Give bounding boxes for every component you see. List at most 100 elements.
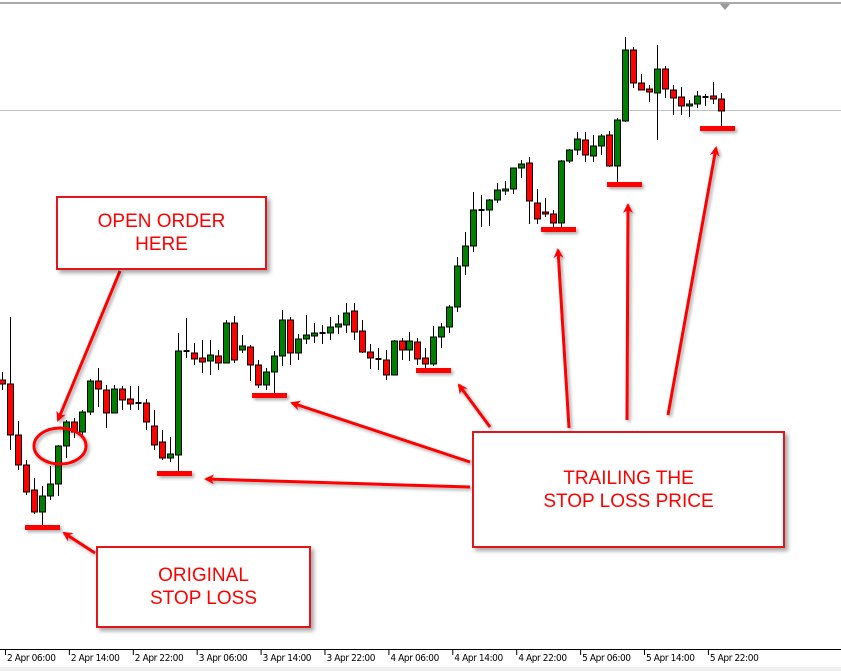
candle: [79, 410, 86, 438]
candle-body: [295, 338, 302, 354]
candle-body: [406, 340, 413, 351]
candle-body: [678, 96, 685, 107]
candle: [630, 47, 637, 88]
stop-loss-marker: [541, 227, 576, 232]
candle: [343, 303, 350, 333]
candle: [351, 303, 358, 340]
candle-body: [63, 421, 70, 447]
candle-body: [7, 383, 14, 436]
arrow-trail-3: [457, 383, 492, 428]
candle: [359, 320, 366, 353]
candle-body: [175, 350, 182, 456]
open-order-circle: [32, 426, 88, 466]
candle: [39, 486, 46, 525]
candle: [135, 386, 142, 410]
candle-body: [47, 483, 54, 497]
candle-body: [654, 68, 661, 94]
candle-body: [550, 213, 557, 224]
candle: [702, 94, 709, 106]
candle: [566, 149, 573, 163]
candle-body: [646, 88, 653, 93]
candle-body: [23, 464, 30, 493]
candle-body: [343, 312, 350, 326]
candle-body: [694, 95, 701, 105]
x-tick-label: 5 Apr 14:00: [646, 653, 695, 664]
candle: [0, 372, 6, 390]
candle-body: [383, 359, 390, 376]
open-order-line-2: HERE: [135, 234, 188, 255]
candle-body: [582, 139, 589, 156]
candle-body: [590, 145, 597, 157]
candle-body: [391, 340, 398, 376]
candle-body: [119, 388, 126, 401]
candle: [614, 118, 621, 183]
candle-body: [223, 322, 230, 364]
candle-body: [215, 355, 222, 364]
candle: [303, 315, 310, 344]
candle-body: [414, 341, 421, 360]
candle-body: [598, 135, 605, 147]
candle-body: [606, 134, 613, 167]
original-stop-callout: ORIGINAL STOP LOSS: [96, 546, 311, 628]
candle: [686, 100, 693, 117]
candle: [335, 315, 342, 334]
candle: [295, 334, 302, 360]
candle-body: [510, 167, 517, 190]
candle: [422, 348, 429, 368]
arrow-open-order: [56, 270, 122, 422]
candle: [31, 478, 38, 514]
candle: [95, 368, 102, 407]
candle: [103, 385, 110, 428]
candle: [391, 340, 398, 376]
candle: [367, 344, 374, 369]
candle: [494, 183, 501, 203]
candle-body: [534, 202, 541, 220]
candle: [239, 335, 246, 353]
candle: [175, 333, 182, 471]
candle: [167, 437, 174, 462]
candle: [582, 132, 589, 162]
candle: [399, 338, 406, 360]
candle: [271, 351, 278, 393]
stop-loss-marker: [700, 126, 735, 131]
candle: [159, 430, 166, 460]
annotation-arrows: [56, 146, 720, 555]
candle: [63, 420, 70, 458]
candle-body: [247, 346, 254, 366]
candle: [590, 135, 597, 162]
candle: [191, 343, 198, 365]
candle-body: [526, 162, 533, 202]
candle-body: [359, 330, 366, 353]
candle-body: [454, 265, 461, 308]
candle-body: [574, 138, 581, 151]
candle: [287, 317, 294, 365]
candle-body: [422, 357, 429, 365]
candle-body: [151, 425, 158, 446]
candle-body: [518, 163, 525, 169]
candle-body: [630, 49, 637, 84]
stop-loss-marker: [416, 368, 451, 373]
candle: [542, 198, 549, 217]
candle-body: [662, 68, 669, 90]
candle-body: [111, 388, 118, 414]
candle-body: [263, 371, 270, 386]
candle: [151, 410, 158, 450]
candle-body: [95, 380, 102, 390]
x-tick-label: 2 Apr 14:00: [70, 653, 120, 664]
candle-body: [207, 354, 214, 362]
candle-body: [279, 319, 286, 357]
candle: [606, 131, 613, 167]
candle: [710, 82, 717, 104]
candle: [247, 345, 254, 381]
candle: [638, 74, 645, 91]
scroll-shift-marker-icon[interactable]: [720, 4, 730, 10]
candle: [279, 310, 286, 366]
candle: [486, 199, 493, 226]
candle-body: [311, 332, 318, 337]
x-tick-label: 2 Apr 22:00: [134, 653, 184, 664]
candle-body: [31, 489, 38, 513]
x-tick-label: 4 Apr 14:00: [454, 653, 503, 664]
candle: [127, 386, 134, 410]
arrow-trail-6: [666, 146, 720, 416]
candle-body: [502, 188, 509, 192]
